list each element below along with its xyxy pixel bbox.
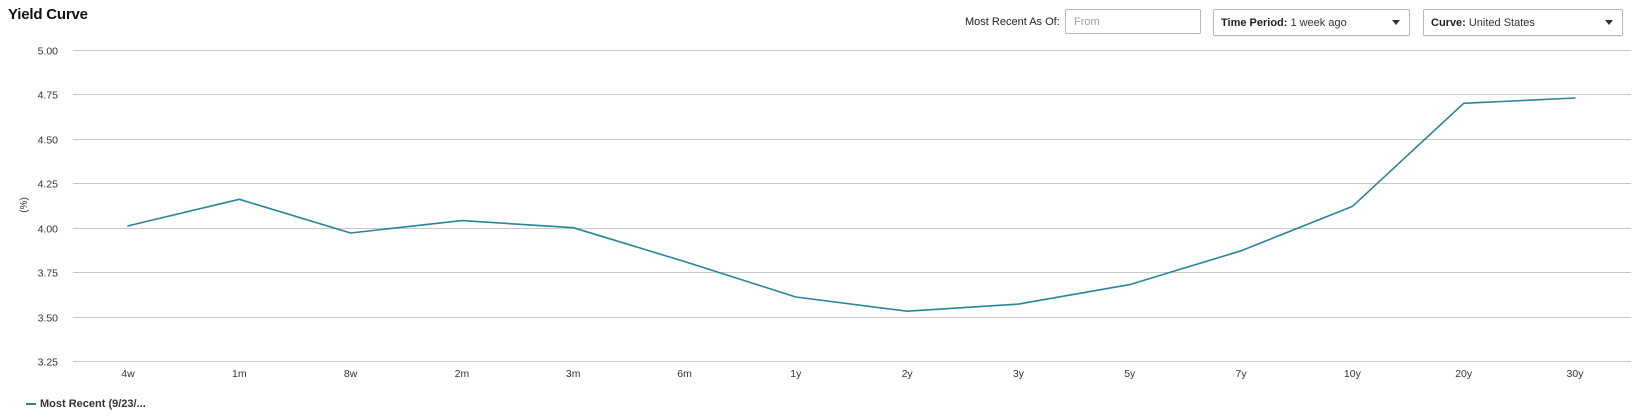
data-point: [345, 227, 357, 239]
data-point: [1235, 245, 1247, 257]
x-tick-label: 1y: [790, 368, 802, 380]
page-title: Yield Curve: [8, 6, 88, 23]
y-tick-label: 4.50: [38, 135, 59, 147]
x-tick-label: 5y: [1124, 368, 1136, 380]
x-tick-label: 10y: [1344, 368, 1362, 380]
y-tick-label: 4.00: [38, 224, 59, 236]
legend-swatch: [26, 403, 36, 405]
y-tick-label: 3.25: [38, 357, 59, 369]
x-tick-label: 2y: [902, 368, 914, 380]
curve-dropdown[interactable]: Curve: United States: [1423, 9, 1623, 36]
y-tick-label: 5.00: [38, 46, 59, 58]
time-period-value: 1 week ago: [1290, 16, 1347, 29]
curve-label: Curve:: [1431, 16, 1466, 29]
y-tick-label: 3.50: [38, 313, 59, 325]
x-tick-label: 1m: [232, 368, 247, 380]
data-point: [1458, 97, 1470, 109]
data-point: [233, 193, 245, 205]
x-tick-label: 7y: [1236, 368, 1248, 380]
x-tick-label: 3y: [1013, 368, 1025, 380]
x-tick-label: 30y: [1567, 368, 1585, 380]
data-point: [901, 305, 913, 317]
chevron-down-icon: [1392, 20, 1400, 25]
x-tick-label: 8w: [344, 368, 358, 380]
data-point: [567, 222, 579, 234]
y-tick-label: 3.75: [38, 268, 59, 280]
x-tick-label: 2m: [455, 368, 470, 380]
x-tick-label: 3m: [566, 368, 581, 380]
curve-value: United States: [1468, 16, 1535, 29]
yield-curve-chart: 5.00 4.75 4.50 4.25 4.00 3.75 3.50 3.25 (%) 4w 1m 8…: [19, 46, 1631, 380]
y-tick-label: 4.75: [38, 90, 59, 102]
data-point: [1346, 200, 1358, 212]
data-point: [122, 220, 134, 232]
data-point: [679, 255, 691, 267]
time-period-label: Time Period:: [1221, 16, 1288, 29]
x-tick-label: 20y: [1455, 368, 1473, 380]
data-point: [790, 291, 802, 303]
as-of-date-input[interactable]: [1065, 9, 1201, 34]
data-point: [1124, 279, 1136, 291]
y-axis-label: (%): [19, 197, 30, 213]
chart-legend[interactable]: Most Recent (9/23/...: [26, 398, 146, 410]
chevron-down-icon: [1605, 20, 1613, 25]
data-point: [1569, 92, 1581, 104]
time-period-dropdown[interactable]: Time Period: 1 week ago: [1213, 9, 1410, 36]
as-of-label: Most Recent As Of:: [965, 16, 1060, 28]
data-point: [456, 215, 468, 227]
x-tick-label: 6m: [677, 368, 692, 380]
y-tick-label: 4.25: [38, 179, 59, 191]
data-point: [1012, 298, 1024, 310]
legend-label: Most Recent (9/23/...: [40, 398, 146, 410]
series-line: [127, 97, 1576, 313]
x-tick-label: 4w: [121, 368, 135, 380]
